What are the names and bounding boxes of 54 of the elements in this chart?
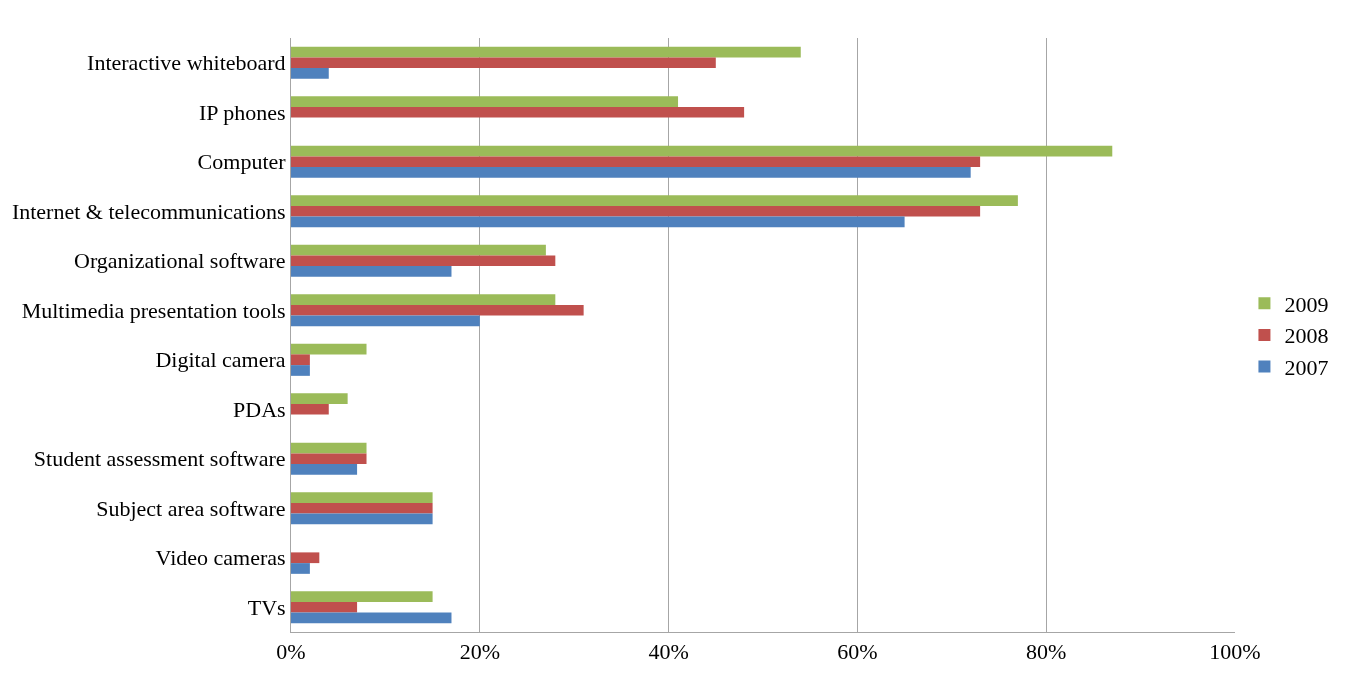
y-tick-label: Digital camera xyxy=(155,347,286,373)
bar xyxy=(291,492,433,503)
bar xyxy=(291,393,348,404)
y-tick-label: TVs xyxy=(247,594,286,620)
bar xyxy=(291,612,452,624)
x-tick-label: 40% xyxy=(648,639,689,665)
bar xyxy=(291,354,310,366)
bar xyxy=(291,96,679,107)
x-tick-label: 100% xyxy=(1209,639,1261,665)
bar xyxy=(291,315,480,327)
bar xyxy=(291,591,433,602)
bar xyxy=(291,216,905,228)
bar xyxy=(291,244,546,256)
bar xyxy=(291,304,584,316)
bar xyxy=(291,552,320,564)
y-tick-label: Multimedia presentation tools xyxy=(21,297,286,323)
y-tick-label: Internet & telecommunications xyxy=(11,198,286,224)
legend-label: 2009 xyxy=(1284,291,1329,317)
x-tick-label: 0% xyxy=(276,639,306,665)
bar xyxy=(291,167,971,178)
x-tick-label: 60% xyxy=(837,639,878,665)
bar xyxy=(291,513,433,525)
y-tick-label: Student assessment software xyxy=(33,446,286,472)
bar xyxy=(291,343,367,355)
bar xyxy=(291,464,358,475)
bar xyxy=(291,502,433,514)
bar xyxy=(291,365,310,376)
y-tick-label: Interactive whiteboard xyxy=(87,50,286,76)
x-tick-label: 80% xyxy=(1026,639,1067,665)
bar xyxy=(291,601,358,613)
x-tick-label: 20% xyxy=(459,639,500,665)
bar xyxy=(291,563,310,574)
bar xyxy=(291,156,981,168)
bar xyxy=(291,294,556,305)
legend-label: 2008 xyxy=(1284,323,1329,349)
bar xyxy=(291,453,367,465)
y-tick-label: Computer xyxy=(197,149,287,175)
bar xyxy=(291,266,452,277)
bar xyxy=(291,205,981,217)
bar xyxy=(291,46,801,58)
bar xyxy=(291,255,556,267)
bar xyxy=(291,403,329,415)
bar xyxy=(291,442,367,454)
bar xyxy=(291,106,745,118)
y-tick-label: PDAs xyxy=(233,396,286,422)
y-tick-label: Subject area software xyxy=(96,495,286,521)
bar xyxy=(291,195,1018,206)
y-tick-label: Organizational software xyxy=(74,248,286,274)
bar xyxy=(291,68,329,79)
bar xyxy=(291,57,716,69)
y-tick-label: Video cameras xyxy=(155,545,286,571)
bar xyxy=(291,145,1113,157)
legend-label: 2007 xyxy=(1284,355,1329,381)
y-tick-label: IP phones xyxy=(199,99,286,125)
